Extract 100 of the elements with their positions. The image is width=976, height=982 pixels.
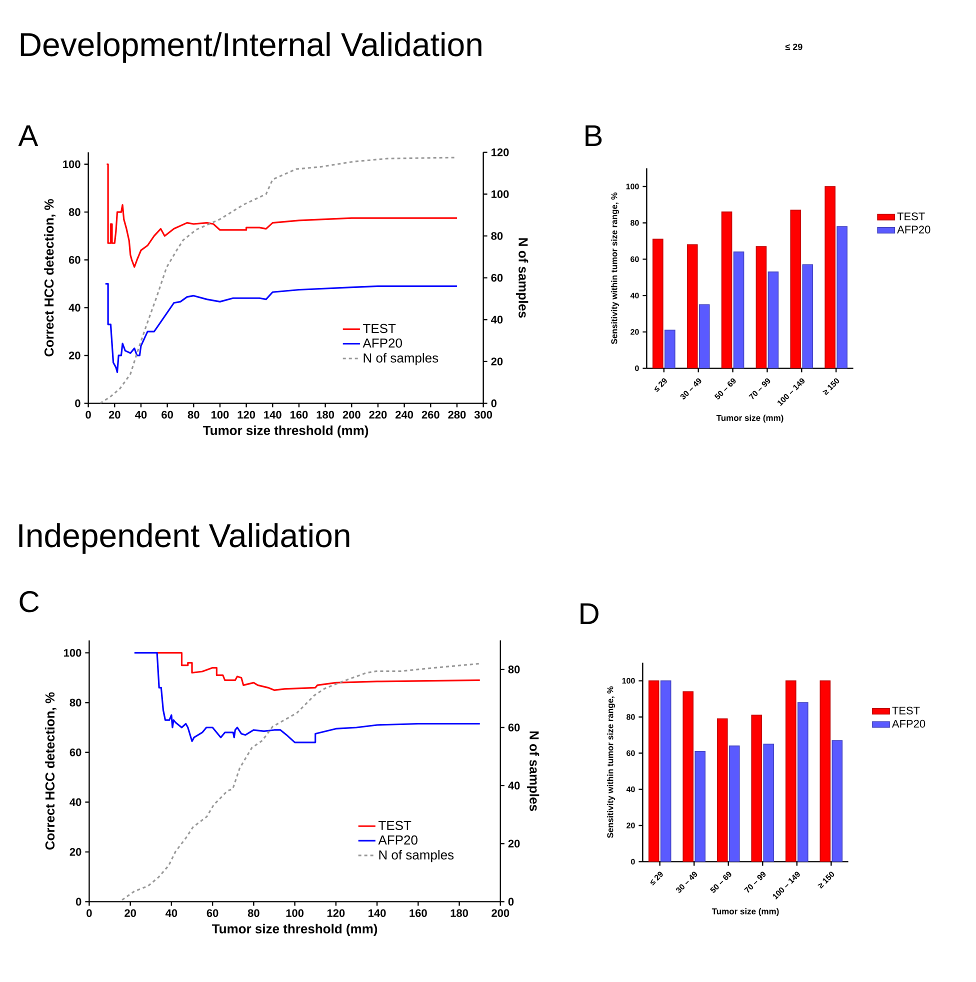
bar	[756, 246, 767, 368]
y-tick-label: 100	[622, 678, 635, 684]
chart-title: B	[586, 125, 602, 146]
y-tick-label: 20	[626, 822, 635, 828]
y-tick-label: 20	[630, 329, 639, 335]
bar	[798, 702, 808, 862]
chart-title: Independent Validation	[19, 523, 350, 554]
bar	[832, 740, 843, 862]
y-tick-label: 0	[635, 365, 639, 372]
x-tick-label: ≤ 29	[650, 872, 663, 886]
x-tick-label: ≥ 150	[818, 872, 834, 889]
x-tick-label: 300	[474, 410, 492, 419]
y-tick-label: 80	[626, 714, 635, 720]
y-tick-label: 60	[70, 748, 82, 756]
bar	[686, 244, 698, 368]
legend-label: TEST	[897, 212, 925, 220]
line-series	[134, 652, 481, 744]
y2-tick-label: 40	[508, 782, 520, 790]
bar	[660, 680, 672, 862]
y2-tick-label: 20	[508, 840, 520, 848]
chart-subtitle: C	[20, 591, 39, 612]
bar	[682, 691, 694, 862]
chart-title: Development/Internal Validation	[20, 32, 482, 63]
x-axis-title: Tumor size threshold (mm)	[203, 425, 368, 438]
legend-label: N of samples	[364, 353, 438, 366]
x-tick-label: 60	[206, 909, 218, 918]
y2-tick-label: 0	[508, 898, 514, 906]
x-tick-label: 70 – 99	[744, 872, 766, 893]
x-tick-label: 20	[124, 909, 136, 918]
chart-title: D	[580, 603, 598, 624]
line-series	[156, 652, 481, 691]
legend-label: AFP20	[897, 226, 930, 234]
y-tick-label: 40	[70, 798, 82, 806]
y-tick-label: 0	[631, 858, 635, 865]
x-tick-label: 60	[162, 410, 173, 419]
bar	[768, 272, 779, 368]
y2-tick-label: 20	[491, 358, 503, 366]
bar	[763, 744, 774, 862]
bar	[824, 186, 836, 368]
x-tick-label: 20	[108, 410, 120, 419]
legend-label: TEST	[378, 820, 412, 830]
y2-axis-title: N of samples	[527, 731, 540, 811]
y-tick-label: 80	[630, 220, 639, 226]
x-tick-label: 50 – 69	[710, 872, 732, 893]
x-tick-label: 200	[342, 410, 360, 419]
x-tick-label: 140	[264, 410, 282, 419]
x-tick-label: 280	[448, 410, 466, 419]
y2-tick-label: 80	[508, 666, 520, 674]
x-tick-label: 40	[165, 909, 178, 918]
x-tick-label: 30 – 49	[676, 872, 698, 893]
x-tick-label: ≥ 150	[822, 378, 840, 396]
x-tick-label: 100	[286, 909, 304, 918]
y-tick-label: 100	[64, 648, 82, 657]
bar	[716, 718, 728, 862]
line-series	[106, 163, 458, 268]
y-tick-label: 20	[68, 352, 80, 360]
chart-subtitle: A	[18, 125, 38, 146]
bar	[790, 210, 802, 368]
y-axis-title: Correct HCC detection, %	[44, 199, 56, 356]
x-tick-label: 100	[211, 410, 229, 419]
legend-label: N of samples	[379, 850, 454, 862]
legend-label: AFP20	[378, 835, 418, 845]
legend-label: AFP20	[892, 720, 926, 728]
bar	[652, 238, 664, 368]
x-tick-label: 100 – 149	[772, 872, 800, 900]
x-tick-label: 30 – 49	[680, 378, 702, 400]
y-axis-title: Correct HCC detection, %	[45, 692, 56, 850]
y2-tick-label: 40	[491, 316, 503, 324]
line-series	[121, 662, 481, 901]
text: ≤ 29	[785, 44, 802, 50]
bar	[648, 680, 660, 862]
y-tick-label: 80	[70, 698, 82, 707]
x-tick-label: 50 – 69	[714, 378, 736, 400]
x-tick-label: 160	[410, 909, 427, 918]
x-tick-label: 80	[248, 909, 260, 918]
x-tick-label: 180	[450, 909, 468, 918]
y2-tick-label: 80	[491, 232, 503, 240]
y2-tick-label: 120	[492, 148, 509, 156]
x-tick-label: 40	[135, 410, 147, 419]
line-series	[99, 156, 456, 404]
y-tick-label: 80	[68, 208, 80, 216]
y2-tick-label: 60	[491, 274, 503, 282]
x-tick-label: 120	[238, 410, 256, 419]
x-tick-label: 260	[422, 410, 440, 419]
y-tick-label: 20	[70, 848, 82, 856]
x-axis-title: Tumor size (mm)	[712, 908, 779, 916]
legend-label: AFP20	[362, 338, 402, 348]
x-tick-label: 100 – 149	[778, 378, 805, 406]
x-tick-label: 200	[492, 909, 510, 918]
x-tick-label: 240	[396, 410, 414, 419]
x-tick-label: 80	[188, 410, 200, 419]
x-tick-label: ≤ 29	[654, 378, 667, 392]
bar	[751, 714, 762, 862]
y2-tick-label: 0	[491, 399, 496, 408]
bar	[786, 680, 796, 862]
x-tick-label: 0	[86, 909, 92, 918]
x-tick-label: 220	[369, 410, 387, 419]
x-tick-label: 160	[290, 410, 308, 419]
y-tick-label: 60	[630, 256, 639, 262]
legend-label: TEST	[892, 706, 920, 714]
